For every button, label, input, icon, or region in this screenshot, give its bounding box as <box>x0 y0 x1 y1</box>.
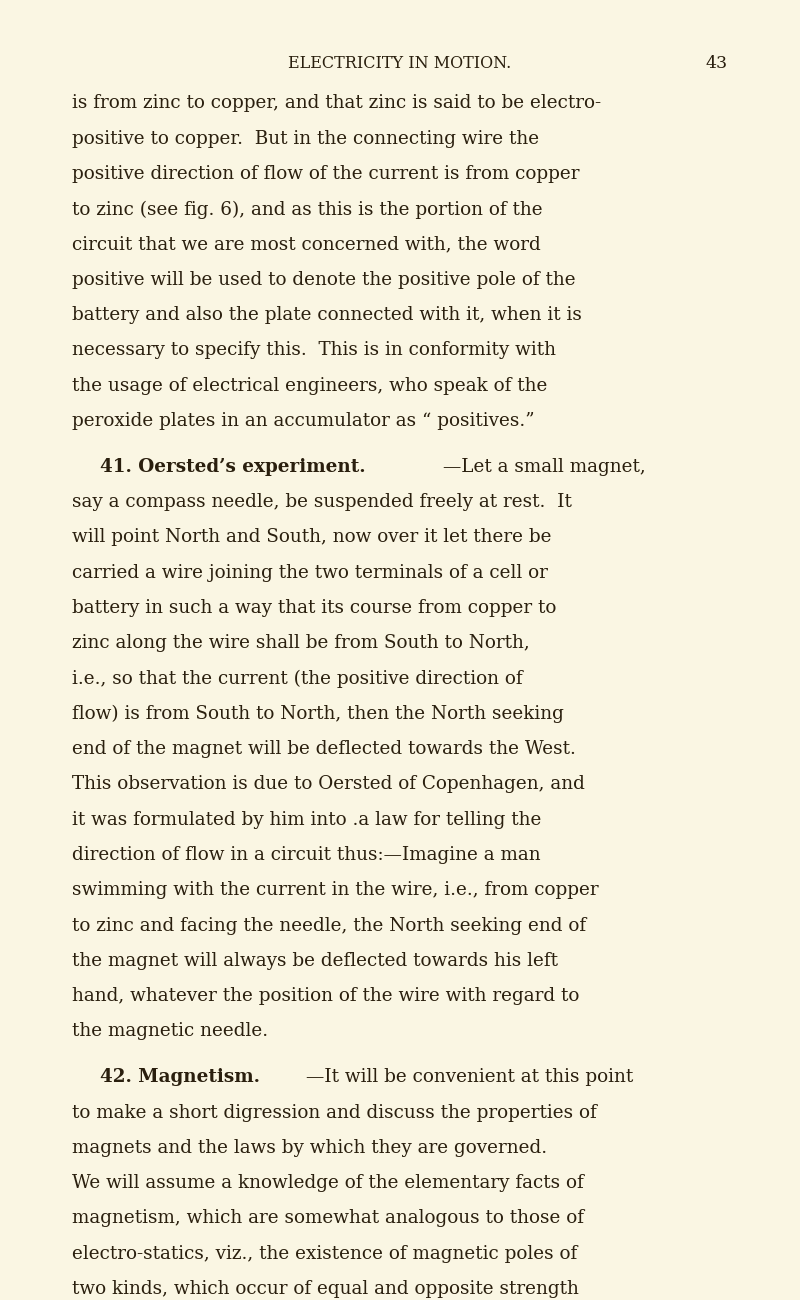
Text: carried a wire joining the two terminals of a cell or: carried a wire joining the two terminals… <box>72 564 548 581</box>
Text: magnetism, which are somewhat analogous to those of: magnetism, which are somewhat analogous … <box>72 1209 584 1227</box>
Text: to make a short digression and discuss the properties of: to make a short digression and discuss t… <box>72 1104 597 1122</box>
Text: swimming with the current in the wire, i.e., from copper: swimming with the current in the wire, i… <box>72 881 598 900</box>
Text: is from zinc to copper, and that zinc is said to be electro-: is from zinc to copper, and that zinc is… <box>72 95 601 112</box>
Text: zinc along the wire shall be from South to North,: zinc along the wire shall be from South … <box>72 634 530 653</box>
Text: circuit that we are most concerned with, the word: circuit that we are most concerned with,… <box>72 235 541 254</box>
Text: battery and also the plate connected with it, when it is: battery and also the plate connected wit… <box>72 306 582 324</box>
Text: 43: 43 <box>706 55 728 72</box>
Text: positive direction of flow of the current is from copper: positive direction of flow of the curren… <box>72 165 579 183</box>
Text: —It will be convenient at this point: —It will be convenient at this point <box>306 1069 634 1087</box>
Text: to zinc (see fig. 6), and as this is the portion of the: to zinc (see fig. 6), and as this is the… <box>72 200 542 218</box>
Text: i.e., so that the current (the positive direction of: i.e., so that the current (the positive … <box>72 670 522 688</box>
Text: 42. Magnetism.: 42. Magnetism. <box>100 1069 260 1087</box>
Text: say a compass needle, be suspended freely at rest.  It: say a compass needle, be suspended freel… <box>72 493 572 511</box>
Text: —Let a small magnet,: —Let a small magnet, <box>442 458 646 476</box>
Text: it was formulated by him into .a law for telling the: it was formulated by him into .a law for… <box>72 811 542 828</box>
Text: battery in such a way that its course from copper to: battery in such a way that its course fr… <box>72 599 556 618</box>
Text: 41. Oersted’s experiment.: 41. Oersted’s experiment. <box>100 458 366 476</box>
Text: ELECTRICITY IN MOTION.: ELECTRICITY IN MOTION. <box>288 55 512 72</box>
Text: to zinc and facing the needle, the North seeking end of: to zinc and facing the needle, the North… <box>72 916 586 935</box>
Text: necessary to specify this.  This is in conformity with: necessary to specify this. This is in co… <box>72 342 556 359</box>
Text: This observation is due to Oersted of Copenhagen, and: This observation is due to Oersted of Co… <box>72 775 585 793</box>
Text: magnets and the laws by which they are governed.: magnets and the laws by which they are g… <box>72 1139 547 1157</box>
Text: positive to copper.  But in the connecting wire the: positive to copper. But in the connectin… <box>72 130 539 148</box>
Text: direction of flow in a circuit thus:—Imagine a man: direction of flow in a circuit thus:—Ima… <box>72 846 541 865</box>
Text: positive will be used to denote the positive pole of the: positive will be used to denote the posi… <box>72 270 576 289</box>
Text: will point North and South, now over it let there be: will point North and South, now over it … <box>72 528 551 546</box>
Text: end of the magnet will be deflected towards the West.: end of the magnet will be deflected towa… <box>72 740 576 758</box>
Text: We will assume a knowledge of the elementary facts of: We will assume a knowledge of the elemen… <box>72 1174 584 1192</box>
Text: the magnet will always be deflected towards his left: the magnet will always be deflected towa… <box>72 952 558 970</box>
Text: the usage of electrical engineers, who speak of the: the usage of electrical engineers, who s… <box>72 377 547 395</box>
Text: hand, whatever the position of the wire with regard to: hand, whatever the position of the wire … <box>72 987 579 1005</box>
Text: flow) is from South to North, then the North seeking: flow) is from South to North, then the N… <box>72 705 564 723</box>
Text: the magnetic needle.: the magnetic needle. <box>72 1022 268 1040</box>
Text: two kinds, which occur of equal and opposite strength: two kinds, which occur of equal and oppo… <box>72 1280 579 1297</box>
Text: electro-statics, viz., the existence of magnetic poles of: electro-statics, viz., the existence of … <box>72 1244 578 1262</box>
Text: peroxide plates in an accumulator as “ positives.”: peroxide plates in an accumulator as “ p… <box>72 412 534 430</box>
